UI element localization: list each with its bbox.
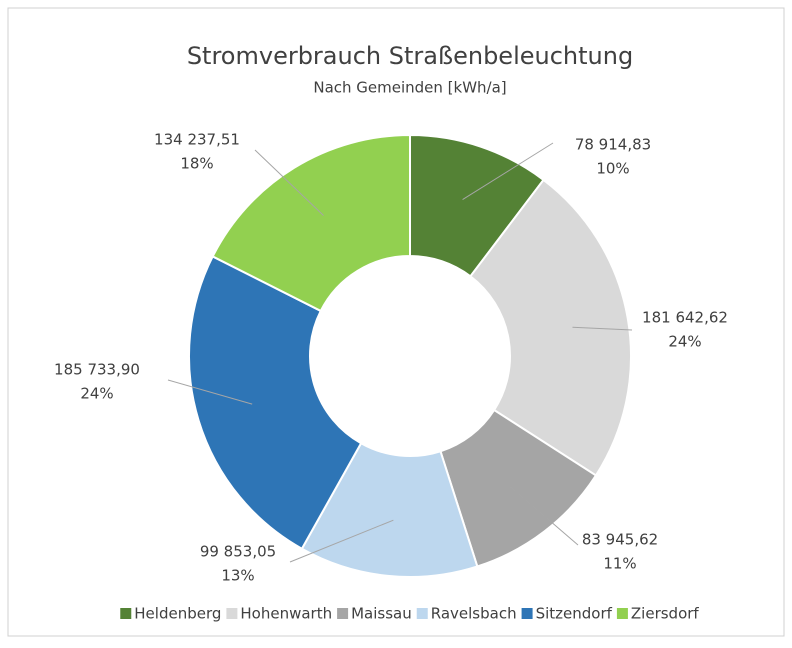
data-label-percent: 11% [603, 555, 636, 573]
data-label-percent: 13% [221, 567, 254, 585]
legend-label: Maissau [351, 605, 412, 623]
data-label-value: 134 237,51 [154, 131, 240, 149]
legend-label: Hohenwarth [240, 605, 332, 623]
legend-swatch [521, 608, 533, 619]
data-label-value: 78 914,83 [575, 136, 651, 154]
leader-line [510, 486, 579, 546]
legend-label: Ziersdorf [631, 605, 700, 623]
chart-title: Stromverbrauch Straßenbeleuchtung [187, 42, 633, 70]
leader-line [167, 379, 253, 405]
data-label-percent: 18% [180, 155, 213, 173]
leader-line [254, 149, 324, 216]
legend-swatch [226, 608, 238, 619]
donut-slice [211, 133, 411, 313]
legend-label: Heldenberg [134, 605, 221, 623]
data-label-value: 83 945,62 [582, 531, 658, 549]
leader-line [289, 519, 394, 563]
legend-swatch [616, 608, 628, 619]
donut-slice [188, 255, 363, 551]
data-label-percent: 24% [80, 385, 113, 403]
data-label-value: 99 853,05 [200, 543, 276, 561]
legend: Heldenberg Hohenwarth Maissau Ravelsbach Sit… [120, 605, 699, 623]
donut-slice [300, 441, 479, 578]
legend-swatch [120, 608, 132, 619]
data-label-percent: 24% [668, 333, 701, 351]
chart-subtitle: Nach Gemeinden [kWh/a] [313, 79, 506, 97]
leader-line [572, 326, 633, 331]
donut-slice [469, 178, 632, 477]
legend-swatch [337, 608, 349, 619]
data-label-percent: 10% [596, 160, 629, 178]
leader-line [462, 142, 554, 201]
data-label-value: 181 642,62 [642, 309, 728, 327]
legend-label: Ravelsbach [431, 605, 517, 623]
legend-swatch [416, 608, 428, 619]
data-label-value: 185 733,90 [54, 361, 140, 379]
legend-label: Sitzendorf [536, 605, 613, 623]
